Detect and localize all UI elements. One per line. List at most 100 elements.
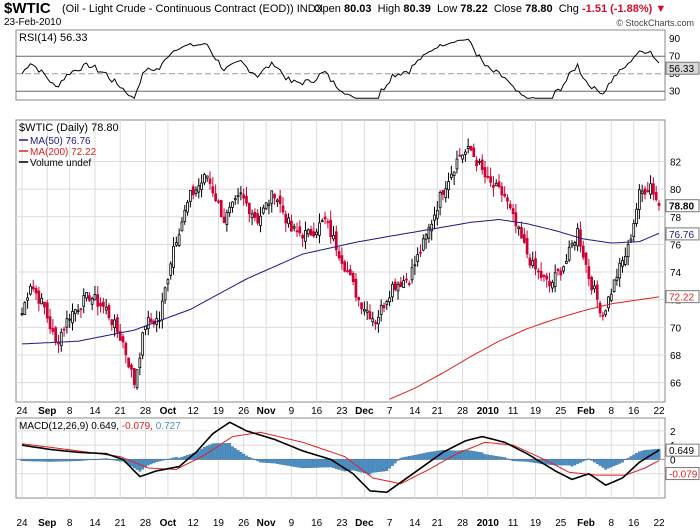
price-candle	[295, 230, 299, 233]
price-x-tick-label: 11	[508, 406, 519, 417]
price-candle	[649, 183, 652, 195]
macd-x-tick-label: Sep	[38, 518, 56, 529]
chg-label: Chg	[558, 3, 579, 15]
macd-x-tick-label: Oct	[160, 518, 177, 529]
macd-histogram-bar	[525, 459, 529, 462]
price-candle	[421, 238, 425, 251]
macd-histogram-bar	[318, 459, 321, 468]
signal-last-value: -0.079	[669, 470, 698, 481]
price-candle	[172, 246, 175, 268]
price-candle	[461, 154, 464, 160]
price-candle	[130, 364, 133, 370]
price-candle	[124, 343, 128, 356]
macd-histogram-bar	[419, 453, 422, 460]
macd-x-tick-label: 28	[140, 518, 152, 529]
chg-value: -1.51 (-1.88%)	[581, 3, 653, 15]
price-candle	[82, 295, 86, 307]
price-candle	[486, 175, 490, 178]
price-x-tick-label: 22	[653, 406, 665, 417]
price-candle	[138, 357, 142, 369]
price-candle	[601, 314, 605, 317]
macd-x-tick-label: 14	[89, 518, 101, 529]
price-candle	[374, 321, 377, 325]
price-legend-item: MA(50) 76.76	[30, 136, 91, 147]
macd-histogram-bar	[626, 457, 630, 460]
price-x-tick-label: 14	[409, 406, 421, 417]
price-x-tick-label: 26	[238, 406, 250, 417]
macd-histogram-bar	[160, 459, 164, 461]
macd-histogram-bar	[43, 459, 46, 462]
macd-histogram-bar	[65, 459, 69, 462]
price-x-tick-label: 16	[311, 406, 323, 417]
price-candle	[267, 203, 271, 206]
price-candle	[121, 336, 125, 343]
price-candle	[242, 194, 246, 199]
macd-histogram-bar	[478, 451, 481, 460]
price-candle	[99, 302, 102, 307]
macd-histogram-bar	[45, 459, 49, 462]
ma200-last-value: 72.22	[669, 293, 694, 304]
macd-x-tick-label: 8	[67, 518, 73, 529]
price-candle	[76, 310, 80, 313]
macd-histogram-bar	[155, 459, 159, 463]
macd-histogram-bar	[413, 454, 417, 460]
price-candle	[562, 266, 565, 272]
price-candle	[357, 297, 361, 301]
price-panel-frame	[15, 119, 666, 403]
price-candle	[391, 283, 394, 298]
macd-histogram-bar	[177, 457, 181, 460]
price-legend-item: Volume undef	[30, 158, 91, 169]
price-candle	[186, 202, 189, 213]
price-candle	[618, 262, 622, 279]
price-candle	[363, 308, 366, 312]
price-candle	[640, 190, 644, 194]
price-x-tick-label: 8	[609, 406, 615, 417]
ma200-last-value-box	[665, 290, 700, 304]
macd-histogram-bar	[421, 453, 425, 460]
price-candle	[298, 226, 302, 234]
price-candle	[332, 235, 335, 240]
macd-histogram-bar	[73, 459, 77, 462]
macd-histogram-bar	[264, 459, 268, 463]
macd-histogram-bar	[23, 459, 27, 462]
macd-histogram-bar	[59, 459, 63, 462]
price-candle	[208, 178, 212, 184]
macd-histogram-bar	[281, 459, 285, 465]
macd-x-tick-label: Dec	[355, 518, 374, 529]
macd-histogram-bar	[228, 443, 232, 460]
macd-histogram-bar	[54, 459, 58, 462]
price-candle	[292, 226, 296, 229]
price-candle	[635, 208, 638, 224]
macd-x-tick-label: 21	[115, 518, 127, 529]
macd-histogram-bar	[287, 459, 290, 466]
price-candle	[228, 206, 232, 214]
price-candle	[326, 221, 330, 224]
price-candle	[104, 306, 108, 311]
macd-histogram-bar	[475, 451, 478, 460]
macd-histogram-bar	[26, 459, 29, 462]
macd-histogram-bar	[357, 459, 361, 472]
macd-histogram-bar	[514, 459, 518, 462]
macd-histogram-bar	[579, 459, 582, 463]
price-candle	[281, 205, 285, 213]
macd-histogram-bar	[183, 455, 187, 460]
macd-histogram-bar	[379, 459, 383, 472]
price-candle	[236, 195, 240, 198]
macd-histogram-bar	[247, 456, 251, 460]
price-candle	[183, 209, 187, 222]
symbol-title: $WTIC	[4, 0, 51, 17]
price-candle	[253, 211, 257, 218]
price-candle	[222, 216, 226, 223]
price-y-tick-label: 74	[670, 268, 682, 279]
price-candle	[433, 214, 436, 221]
ma200-line	[389, 296, 660, 400]
price-candle	[396, 283, 400, 292]
price-candle	[343, 261, 347, 272]
price-candle	[472, 147, 476, 158]
price-y-tick-label: 82	[670, 157, 682, 168]
price-candle	[320, 220, 324, 223]
price-candle	[514, 212, 518, 227]
price-candle	[452, 171, 456, 176]
price-candle	[20, 313, 24, 316]
price-candle	[59, 331, 63, 347]
